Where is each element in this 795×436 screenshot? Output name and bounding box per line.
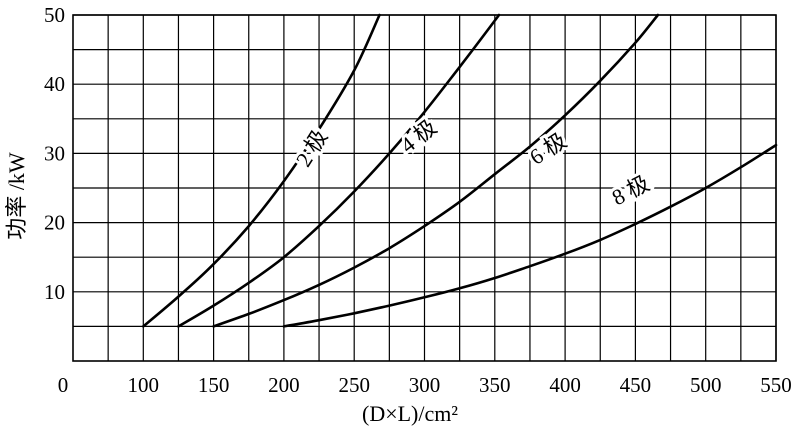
x-axis-title: (D×L)/cm² xyxy=(362,401,458,426)
y-tick-label: 10 xyxy=(44,280,65,304)
x-axis-ticks: 100 150 200 250 300 350 400 450 500 550 xyxy=(128,373,792,397)
series-line xyxy=(177,13,501,328)
x-tick-label: 250 xyxy=(338,373,370,397)
x-tick-label: 400 xyxy=(549,373,581,397)
series-label: 6 极 xyxy=(525,128,571,170)
y-axis-title: 功率 /kW xyxy=(4,152,29,240)
y-tick-label: 20 xyxy=(44,211,65,235)
series-line xyxy=(142,13,381,328)
x-tick-label: 500 xyxy=(690,373,722,397)
series-line xyxy=(212,13,660,328)
y-tick-label: 30 xyxy=(44,141,65,165)
series-label: 8 极 xyxy=(608,170,654,210)
x-origin-label: 0 xyxy=(58,373,69,397)
x-tick-label: 350 xyxy=(479,373,511,397)
x-tick-label: 200 xyxy=(268,373,300,397)
series-line xyxy=(282,143,778,328)
y-tick-label: 40 xyxy=(44,72,65,96)
x-tick-label: 550 xyxy=(760,373,792,397)
x-tick-label: 450 xyxy=(620,373,652,397)
y-tick-label: 50 xyxy=(44,3,65,27)
x-tick-label: 300 xyxy=(409,373,441,397)
grid xyxy=(72,14,777,362)
x-tick-label: 150 xyxy=(198,373,230,397)
y-axis-ticks: 10 20 30 40 50 xyxy=(44,3,65,304)
series-label: 4 极 xyxy=(396,114,442,157)
x-tick-label: 100 xyxy=(128,373,160,397)
